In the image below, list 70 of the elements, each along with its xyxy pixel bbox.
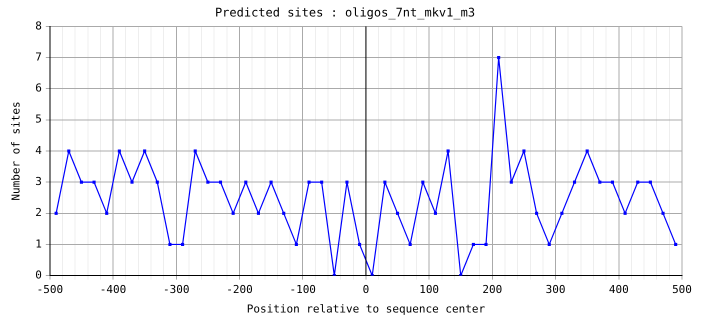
- point: [661, 212, 665, 215]
- y-tick-label: 1: [35, 237, 42, 250]
- y-tick-label: 0: [35, 268, 42, 282]
- x-tick-label: -500: [36, 283, 64, 296]
- y-tick-label: 7: [35, 50, 42, 64]
- point: [54, 212, 58, 215]
- point: [194, 149, 197, 153]
- point: [320, 180, 324, 184]
- point: [408, 242, 412, 246]
- point: [80, 180, 83, 184]
- point: [624, 212, 627, 215]
- point: [218, 180, 222, 184]
- point: [472, 242, 475, 246]
- point: [497, 56, 500, 60]
- point: [118, 149, 121, 153]
- point: [345, 180, 348, 184]
- point: [560, 212, 564, 215]
- point: [143, 149, 146, 153]
- point: [92, 180, 96, 184]
- point: [358, 242, 362, 246]
- x-tick-label: 0: [362, 283, 370, 296]
- chart-title: Predicted sites : oligos_7nt_mkv1_m3: [214, 5, 476, 20]
- point: [270, 180, 273, 184]
- point: [282, 212, 286, 215]
- x-tick-label: -100: [289, 283, 316, 296]
- point: [674, 242, 678, 246]
- point: [535, 212, 538, 215]
- point: [636, 180, 640, 184]
- x-tick-label: -300: [163, 283, 190, 296]
- point: [168, 242, 172, 246]
- x-tick-label: -200: [226, 283, 253, 296]
- x-axis-title: Position relative to sequence center: [246, 302, 486, 316]
- point: [610, 180, 614, 184]
- point: [307, 180, 311, 184]
- point: [421, 180, 424, 184]
- x-tick-label: -400: [100, 283, 126, 296]
- x-tick-label: 200: [482, 283, 502, 296]
- point: [446, 149, 450, 153]
- x-tick-label: 100: [419, 283, 440, 296]
- point: [484, 242, 488, 246]
- point: [434, 212, 438, 215]
- point: [396, 212, 400, 215]
- x-tick-label: 400: [608, 283, 629, 296]
- point: [181, 242, 184, 246]
- y-axis-title: Number of sites: [9, 101, 22, 201]
- point: [586, 149, 589, 153]
- point: [383, 180, 386, 184]
- point: [572, 180, 576, 184]
- point: [510, 180, 513, 184]
- point: [548, 242, 551, 246]
- point: [522, 149, 526, 153]
- point: [206, 180, 210, 184]
- point: [648, 180, 652, 184]
- point: [598, 180, 602, 184]
- y-tick-label: 4: [35, 144, 42, 157]
- y-tick-label: 5: [35, 112, 42, 126]
- y-tick-label: 8: [35, 19, 42, 32]
- y-tick-label: 3: [35, 175, 42, 188]
- point: [156, 180, 159, 184]
- point: [256, 212, 260, 215]
- point: [244, 180, 248, 184]
- y-tick-label: 2: [35, 206, 42, 220]
- x-tick-label: 500: [672, 283, 692, 296]
- point: [105, 212, 108, 215]
- point: [294, 242, 298, 246]
- point: [67, 149, 70, 153]
- x-tick-label: 300: [546, 283, 566, 296]
- point: [232, 212, 235, 215]
- point: [130, 180, 134, 184]
- y-tick-label: 6: [35, 82, 42, 95]
